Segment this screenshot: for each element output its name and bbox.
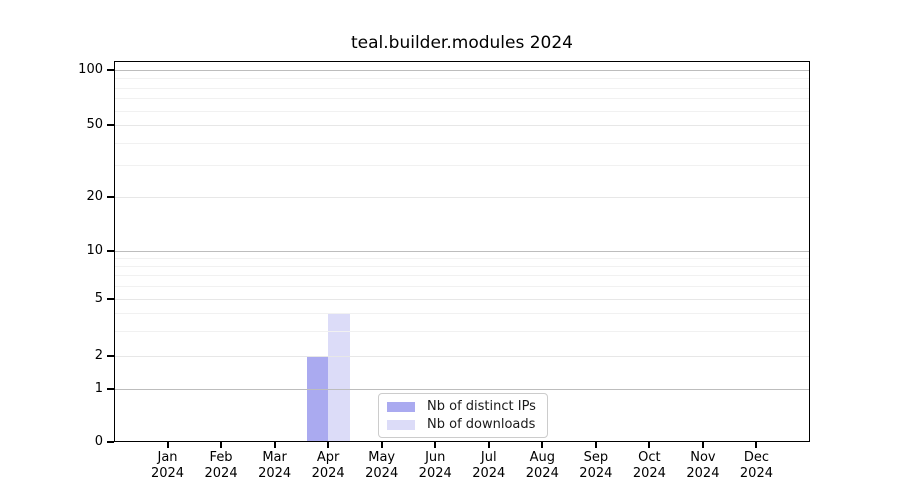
- x-tick-mark: [380, 442, 383, 448]
- plot-area: [114, 61, 810, 442]
- y-tick-mark: [107, 124, 114, 126]
- grid-layer: [114, 61, 810, 442]
- major-gridline: [115, 70, 809, 71]
- legend-item-distinct-ips: Nb of distinct IPs: [387, 398, 539, 415]
- x-tick-label: Dec 2024: [726, 450, 786, 482]
- y-tick-label: 20: [86, 189, 103, 204]
- legend-label-downloads: Nb of downloads: [427, 417, 536, 432]
- minor-gridline: [115, 257, 809, 259]
- major-gridline: [115, 356, 809, 357]
- minor-gridline: [115, 142, 809, 144]
- chart-title: teal.builder.modules 2024: [351, 33, 573, 53]
- x-tick-year: 2024: [258, 466, 292, 481]
- x-tick-mark: [541, 442, 544, 448]
- x-tick-label: Aug 2024: [512, 450, 572, 482]
- y-tick-label: 50: [86, 117, 103, 132]
- x-tick-label: Nov 2024: [673, 450, 733, 482]
- x-tick-mark: [755, 442, 758, 448]
- x-tick-mark: [166, 442, 169, 448]
- y-tick-mark: [107, 298, 114, 300]
- minor-gridline: [115, 266, 809, 268]
- y-tick-label: 1: [94, 381, 103, 396]
- minor-gridline: [115, 165, 809, 167]
- x-tick-year: 2024: [525, 466, 559, 481]
- minor-gridline: [115, 286, 809, 288]
- x-tick-year: 2024: [472, 466, 506, 481]
- x-tick-label: Sep 2024: [566, 450, 626, 482]
- x-tick-mark: [487, 442, 490, 448]
- x-tick-year: 2024: [632, 466, 666, 481]
- major-gridline: [115, 389, 809, 390]
- y-tick-mark: [107, 441, 114, 443]
- minor-gridline: [115, 78, 809, 80]
- x-tick-year: 2024: [579, 466, 613, 481]
- y-tick-label: 5: [94, 291, 103, 306]
- bar-downloads: [328, 313, 350, 442]
- x-tick-mark: [594, 442, 597, 448]
- x-tick-mark: [648, 442, 651, 448]
- x-tick-mark: [434, 442, 437, 448]
- minor-gridline: [115, 312, 809, 314]
- bar-distinct-ips: [307, 356, 329, 442]
- y-tick-mark: [107, 69, 114, 71]
- major-gridline: [115, 125, 809, 126]
- y-tick-label: 0: [94, 434, 103, 449]
- x-tick-label: Jan 2024: [138, 450, 198, 482]
- x-tick-label: Feb 2024: [191, 450, 251, 482]
- minor-gridline: [115, 110, 809, 112]
- x-tick-label: Mar 2024: [245, 450, 305, 482]
- legend-swatch-downloads: [387, 419, 415, 430]
- minor-gridline: [115, 98, 809, 100]
- legend-item-downloads: Nb of downloads: [387, 416, 539, 433]
- x-tick-label: Apr 2024: [298, 450, 358, 482]
- x-tick-year: 2024: [204, 466, 238, 481]
- minor-gridline: [115, 87, 809, 89]
- major-gridline: [115, 299, 809, 300]
- major-gridline: [115, 197, 809, 198]
- x-tick-label: Jul 2024: [459, 450, 519, 482]
- x-tick-year: 2024: [686, 466, 720, 481]
- major-gridline: [115, 250, 809, 252]
- x-tick-label: May 2024: [352, 450, 412, 482]
- x-tick-mark: [701, 442, 704, 448]
- y-tick-mark: [107, 249, 114, 252]
- x-tick-year: 2024: [311, 466, 345, 481]
- x-tick-mark: [327, 442, 330, 448]
- minor-gridline: [115, 275, 809, 277]
- bars-layer: [114, 61, 810, 442]
- x-tick-label: Jun 2024: [405, 450, 465, 482]
- y-tick-label: 10: [86, 242, 103, 258]
- legend-label-distinct-ips: Nb of distinct IPs: [427, 399, 536, 414]
- x-tick-label: Oct 2024: [619, 450, 679, 482]
- x-tick-mark: [220, 442, 223, 448]
- legend-swatch-distinct-ips: [387, 401, 415, 412]
- y-tick-mark: [107, 196, 114, 198]
- y-tick-label: 100: [78, 62, 103, 77]
- y-tick-mark: [107, 355, 114, 357]
- y-tick-label: 2: [94, 348, 103, 363]
- y-tick-mark: [107, 388, 114, 390]
- x-tick-year: 2024: [739, 466, 773, 481]
- x-tick-mark: [273, 442, 276, 448]
- minor-gridline: [115, 330, 809, 332]
- x-tick-year: 2024: [150, 466, 185, 481]
- x-tick-year: 2024: [418, 466, 452, 481]
- legend: Nb of distinct IPs Nb of downloads: [378, 393, 548, 438]
- x-tick-year: 2024: [365, 466, 399, 481]
